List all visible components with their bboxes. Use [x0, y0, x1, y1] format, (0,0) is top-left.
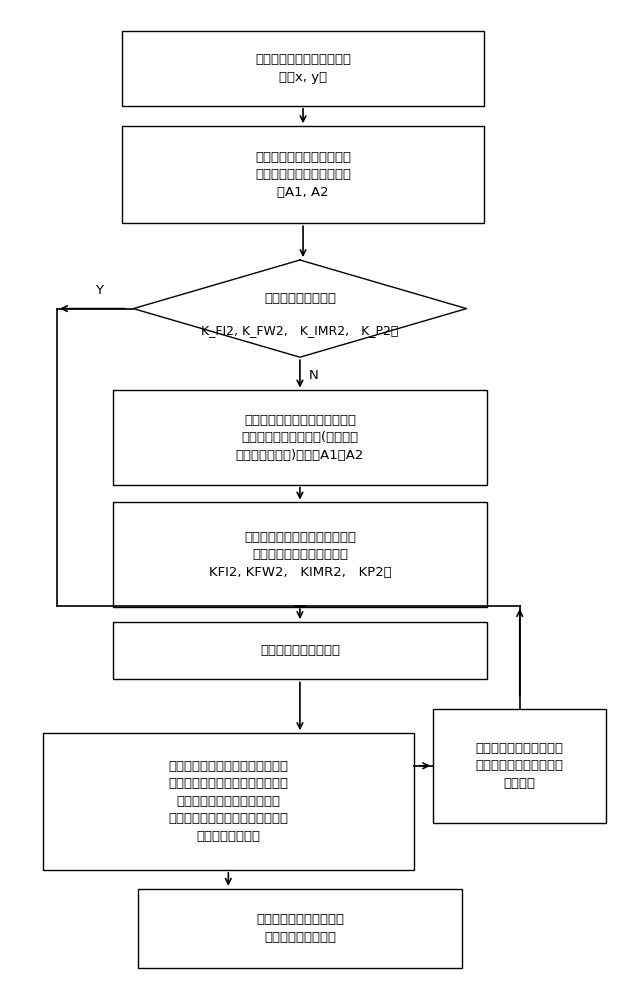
- FancyBboxPatch shape: [122, 31, 483, 106]
- Text: 建立板形动态预报模型: 建立板形动态预报模型: [260, 644, 340, 657]
- FancyBboxPatch shape: [138, 889, 462, 968]
- Text: Y: Y: [95, 284, 103, 297]
- FancyBboxPatch shape: [122, 126, 483, 223]
- Text: 滚动优化计算控制增量，
并输出当前控制增量: 滚动优化计算控制增量， 并输出当前控制增量: [256, 913, 344, 944]
- Text: 根据静态板形预报模型，采用最
小二乘法拟合得到初始参数
KFI2, KFW2,   KIMR2,   KP2等: 根据静态板形预报模型，采用最 小二乘法拟合得到初始参数 KFI2, KFW2, …: [209, 531, 391, 579]
- Text: 对板形实测信号采用最小二
乘法拟合成二次多项式，求
得A1, A2: 对板形实测信号采用最小二 乘法拟合成二次多项式，求 得A1, A2: [255, 151, 351, 199]
- Text: K_FI2, K_FW2,   K_IMR2,   K_P2等: K_FI2, K_FW2, K_IMR2, K_P2等: [201, 324, 399, 337]
- FancyBboxPatch shape: [113, 390, 487, 485]
- FancyBboxPatch shape: [113, 622, 487, 679]
- Text: 读取当前时刻板形仪测量信
号（x, y）: 读取当前时刻板形仪测量信 号（x, y）: [255, 53, 351, 84]
- FancyBboxPatch shape: [113, 502, 487, 607]
- Text: 获取以前相同轧制条件下相同规
格带钢所得的实际数据(弯辊力、
轧制力，张力等)和参数A1、A2: 获取以前相同轧制条件下相同规 格带钢所得的实际数据(弯辊力、 轧制力，张力等)和…: [236, 414, 364, 462]
- FancyBboxPatch shape: [433, 709, 606, 823]
- Text: N: N: [309, 369, 319, 382]
- Text: 根据相应时刻板形实际值和轧制参
数（弯辊力及其差值、轧制力及其
差值，张力及其差值，倾斜量
等），利用动态板形预报模型，计
算得到板形预报值: 根据相应时刻板形实际值和轧制参 数（弯辊力及其差值、轧制力及其 差值，张力及其差…: [168, 760, 288, 843]
- FancyBboxPatch shape: [43, 733, 413, 870]
- Text: 已有模型初始参数？: 已有模型初始参数？: [264, 292, 336, 305]
- Text: 根据实际板形测量值，对
动态预报模型参数进行优
化和更新: 根据实际板形测量值，对 动态预报模型参数进行优 化和更新: [476, 742, 563, 790]
